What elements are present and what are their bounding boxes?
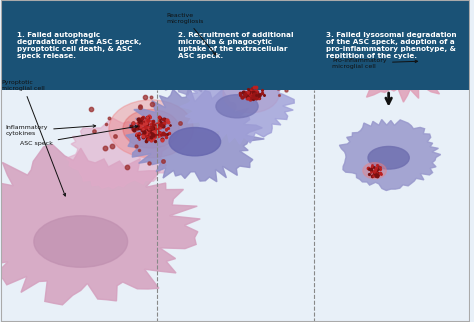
Text: Reactive
microgliosis: Reactive microgliosis <box>167 13 216 55</box>
Circle shape <box>363 163 386 179</box>
Ellipse shape <box>34 216 128 267</box>
FancyBboxPatch shape <box>1 0 157 90</box>
Ellipse shape <box>368 147 409 169</box>
Ellipse shape <box>216 95 258 118</box>
Text: 3. Failed lysosomal degradation
of the ASC speck, adoption of a
pro-inflammatory: 3. Failed lysosomal degradation of the A… <box>327 32 457 59</box>
Polygon shape <box>180 64 294 144</box>
Ellipse shape <box>172 48 209 68</box>
Polygon shape <box>66 118 168 188</box>
Text: Pyroptotic
microglial cell: Pyroptotic microglial cell <box>1 80 65 196</box>
Text: Pro-inflammatory
microglial cell: Pro-inflammatory microglial cell <box>332 58 418 69</box>
Polygon shape <box>132 22 239 95</box>
Text: 2. Recruitment of additional
microglia & phagocytic
uptake of the extracellular
: 2. Recruitment of additional microglia &… <box>178 32 293 59</box>
FancyBboxPatch shape <box>314 0 470 90</box>
Polygon shape <box>216 15 308 79</box>
FancyBboxPatch shape <box>157 0 314 90</box>
Text: ASC speck: ASC speck <box>20 125 138 146</box>
Circle shape <box>123 109 179 148</box>
Text: 1. Failed autophagic
degradation of the ASC speck,
pyroptotic cell death, & ASC
: 1. Failed autophagic degradation of the … <box>17 32 141 59</box>
Text: Inflammatory
cytokines: Inflammatory cytokines <box>6 125 96 136</box>
Circle shape <box>109 100 193 158</box>
Polygon shape <box>0 145 200 305</box>
Ellipse shape <box>169 128 220 156</box>
Polygon shape <box>328 5 465 102</box>
Ellipse shape <box>244 43 277 61</box>
Polygon shape <box>126 86 264 182</box>
Circle shape <box>223 74 279 113</box>
Ellipse shape <box>372 44 424 72</box>
Circle shape <box>357 49 392 73</box>
Polygon shape <box>339 119 441 191</box>
